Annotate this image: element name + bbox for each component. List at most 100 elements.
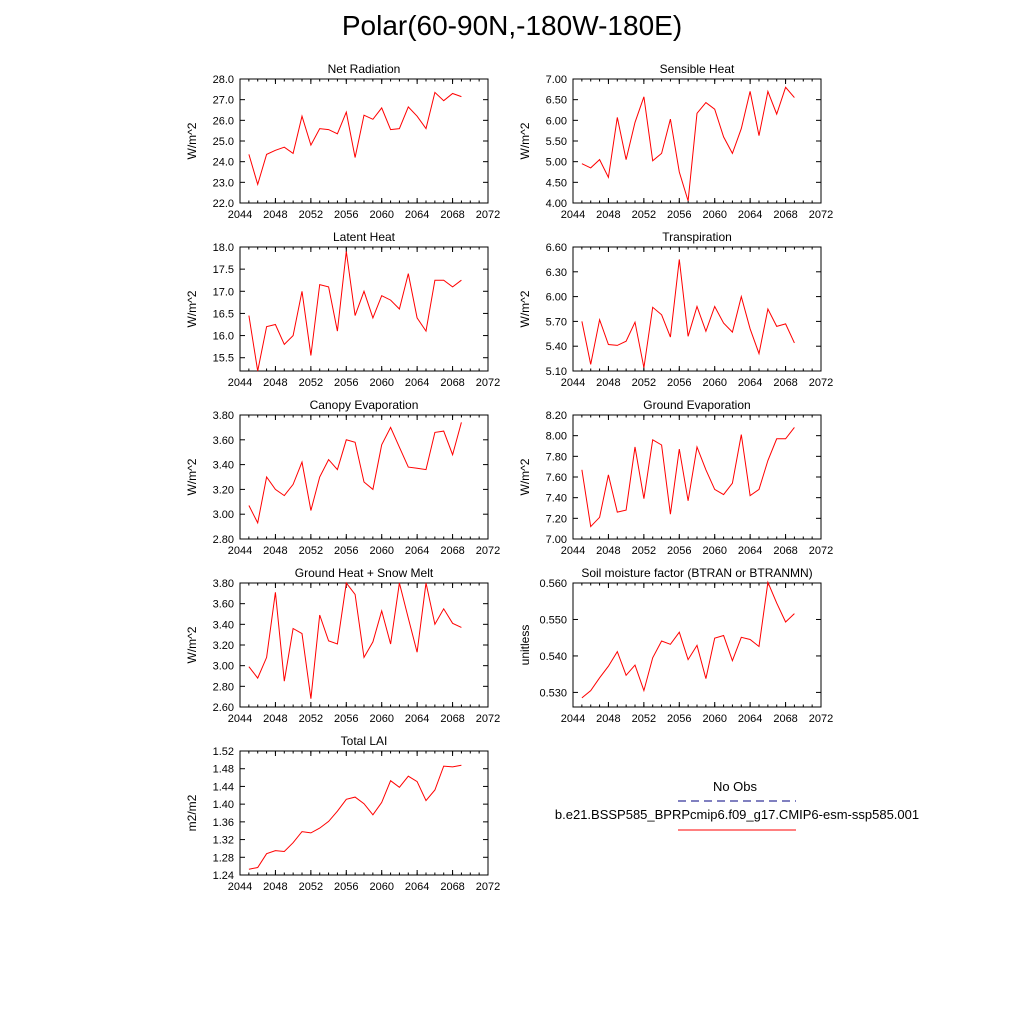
y-tick-label: 2.80: [213, 681, 234, 693]
x-tick-label: 2056: [667, 377, 691, 389]
y-tick-label: 3.80: [213, 578, 234, 590]
y-tick-label: 3.80: [213, 410, 234, 422]
y-tick-label: 1.52: [213, 746, 234, 758]
x-tick-label: 2056: [334, 545, 358, 557]
x-tick-label: 2064: [405, 377, 429, 389]
plot-frame: [239, 582, 489, 708]
y-tick-label: 7.80: [546, 451, 567, 463]
chart-panel: Soil moisture factor (BTRAN or BTRANMN) u…: [518, 566, 833, 725]
plot-frame: [239, 78, 489, 204]
series-line: [248, 764, 462, 870]
y-tick-label: 8.20: [546, 410, 567, 422]
series-line: [248, 422, 462, 525]
y-tick-label: 16.5: [213, 308, 234, 320]
y-axis-label: W/m^2: [518, 290, 532, 327]
y-tick-label: 3.00: [213, 661, 234, 673]
y-tick-label: 7.00: [546, 74, 567, 86]
y-tick-label: 5.50: [546, 136, 567, 148]
x-tick-label: 2048: [263, 377, 287, 389]
x-tick-label: 2064: [738, 545, 762, 557]
y-tick-label: 1.32: [213, 835, 234, 847]
plot-frame: [572, 414, 822, 540]
x-tick-label: 2064: [738, 377, 762, 389]
x-tick-label: 2060: [369, 545, 393, 557]
chart-panel: Sensible Heat W/m^2 2044 2048 2052 2056 2060 20…: [518, 62, 833, 221]
y-tick-label: 1.48: [213, 764, 234, 776]
chart-panel: Total LAI m2/m2 2044 2048 2052 2056 2060 2064 20…: [185, 734, 500, 893]
chart-title: Transpiration: [662, 230, 732, 244]
x-tick-label: 2060: [369, 209, 393, 221]
y-tick-label: 26.0: [213, 115, 234, 127]
x-tick-label: 2044: [561, 377, 585, 389]
y-tick-label: 1.44: [213, 781, 234, 793]
x-tick-label: 2064: [405, 545, 429, 557]
chart-panel: Transpiration W/m^2 2044 2048 2052 2056 2060 20…: [518, 230, 833, 389]
chart-panel: Canopy Evaporation W/m^2 2044 2048 2052 2056 2…: [185, 398, 500, 557]
x-tick-label: 2072: [809, 545, 833, 557]
y-tick-label: 3.40: [213, 460, 234, 472]
x-tick-label: 2044: [561, 545, 585, 557]
chart-panel: Ground Heat + Snow Melt W/m^2 2044 2048 2052…: [185, 566, 500, 725]
y-tick-label: 0.540: [539, 651, 567, 663]
x-tick-label: 2072: [476, 881, 500, 893]
x-tick-label: 2052: [632, 377, 656, 389]
y-tick-label: 3.40: [213, 619, 234, 631]
y-tick-label: 17.5: [213, 264, 234, 276]
y-tick-label: 1.24: [213, 870, 234, 882]
y-tick-label: 6.30: [546, 267, 567, 279]
x-tick-label: 2052: [299, 881, 323, 893]
y-tick-label: 1.40: [213, 799, 234, 811]
chart-title: Net Radiation: [328, 62, 401, 76]
y-tick-label: 0.530: [539, 687, 567, 699]
y-tick-label: 3.60: [213, 435, 234, 447]
y-tick-label: 0.550: [539, 614, 567, 626]
y-tick-label: 7.60: [546, 472, 567, 484]
x-tick-label: 2068: [440, 713, 464, 725]
x-tick-label: 2052: [299, 545, 323, 557]
x-tick-label: 2052: [299, 713, 323, 725]
y-tick-label: 3.20: [213, 484, 234, 496]
y-tick-label: 23.0: [213, 177, 234, 189]
series-line: [581, 86, 795, 202]
y-tick-label: 5.00: [546, 157, 567, 169]
x-tick-label: 2044: [561, 713, 585, 725]
chart-panel: Ground Evaporation W/m^2 2044 2048 2052 2056 2…: [518, 398, 833, 557]
x-tick-label: 2072: [476, 377, 500, 389]
x-tick-label: 2068: [773, 377, 797, 389]
x-tick-label: 2072: [476, 209, 500, 221]
x-tick-label: 2052: [632, 209, 656, 221]
y-tick-label: 28.0: [213, 74, 234, 86]
series-line: [581, 580, 795, 699]
chart-title: Latent Heat: [333, 230, 396, 244]
series-line: [248, 91, 462, 187]
x-tick-label: 2064: [405, 713, 429, 725]
x-tick-label: 2044: [228, 713, 252, 725]
plot-frame: [572, 78, 822, 204]
x-tick-label: 2048: [596, 209, 620, 221]
y-tick-label: 7.00: [546, 534, 567, 546]
y-tick-label: 1.36: [213, 817, 234, 829]
x-tick-label: 2056: [334, 713, 358, 725]
y-axis-label: unitless: [518, 625, 532, 666]
y-tick-label: 15.5: [213, 353, 234, 365]
chart-panel: Net Radiation W/m^2 2044 2048 2052 2056 2060 20…: [185, 62, 500, 221]
x-tick-label: 2056: [334, 209, 358, 221]
x-tick-label: 2048: [596, 545, 620, 557]
page-title: Polar(60-90N,-180W-180E): [341, 10, 683, 41]
x-tick-label: 2064: [405, 209, 429, 221]
x-tick-label: 2068: [440, 881, 464, 893]
y-axis-label: W/m^2: [185, 458, 199, 495]
series-line: [581, 427, 795, 528]
y-tick-label: 4.50: [546, 177, 567, 189]
plot-frame: [572, 246, 822, 372]
x-tick-label: 2052: [632, 713, 656, 725]
x-tick-label: 2056: [334, 881, 358, 893]
y-axis-label: W/m^2: [518, 458, 532, 495]
series-line: [248, 581, 462, 699]
x-tick-label: 2060: [702, 545, 726, 557]
x-tick-label: 2052: [299, 377, 323, 389]
chart-panel: Latent Heat W/m^2 2044 2048 2052 2056 2060 2064…: [185, 230, 500, 389]
x-tick-label: 2064: [738, 713, 762, 725]
y-tick-label: 8.00: [546, 431, 567, 443]
y-tick-label: 16.0: [213, 331, 234, 343]
